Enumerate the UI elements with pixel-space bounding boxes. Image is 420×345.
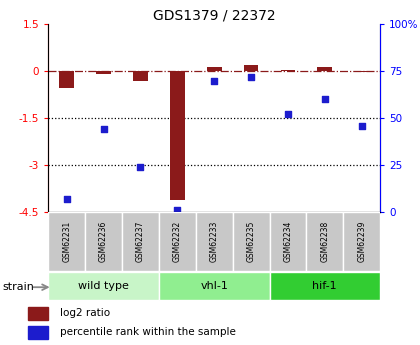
Text: GSM62231: GSM62231 bbox=[62, 221, 71, 262]
Text: wild type: wild type bbox=[78, 282, 129, 291]
Title: GDS1379 / 22372: GDS1379 / 22372 bbox=[153, 9, 276, 23]
Bar bbox=[159, 212, 196, 271]
Point bbox=[137, 164, 144, 170]
Text: vhl-1: vhl-1 bbox=[200, 282, 228, 291]
Bar bbox=[133, 71, 148, 80]
Text: GSM62235: GSM62235 bbox=[247, 221, 255, 262]
Point bbox=[63, 196, 70, 202]
Point bbox=[321, 97, 328, 102]
Point bbox=[100, 127, 107, 132]
Bar bbox=[159, 272, 270, 300]
Text: hif-1: hif-1 bbox=[312, 282, 337, 291]
Bar bbox=[48, 272, 159, 300]
Bar bbox=[207, 67, 222, 71]
Bar bbox=[170, 71, 185, 200]
Bar bbox=[343, 212, 380, 271]
Bar bbox=[318, 67, 332, 71]
Bar bbox=[270, 212, 306, 271]
Text: percentile rank within the sample: percentile rank within the sample bbox=[60, 327, 236, 337]
Text: GSM62238: GSM62238 bbox=[320, 221, 329, 262]
Bar bbox=[306, 212, 343, 271]
Bar bbox=[122, 212, 159, 271]
Bar bbox=[85, 212, 122, 271]
Bar bbox=[354, 71, 369, 72]
Text: GSM62233: GSM62233 bbox=[210, 221, 219, 262]
Bar bbox=[96, 71, 111, 74]
Bar bbox=[196, 212, 233, 271]
Text: GSM62232: GSM62232 bbox=[173, 221, 182, 262]
Text: GSM62234: GSM62234 bbox=[284, 221, 292, 262]
Bar bbox=[281, 70, 295, 71]
Bar bbox=[48, 212, 85, 271]
Bar bbox=[270, 272, 380, 300]
Bar bbox=[29, 307, 48, 319]
Point bbox=[174, 208, 181, 213]
Text: GSM62236: GSM62236 bbox=[99, 221, 108, 262]
Bar bbox=[244, 65, 258, 71]
Text: strain: strain bbox=[2, 283, 34, 292]
Point bbox=[211, 78, 218, 83]
Text: GSM62239: GSM62239 bbox=[357, 221, 366, 262]
Bar bbox=[59, 71, 74, 88]
Text: log2 ratio: log2 ratio bbox=[60, 308, 110, 318]
Bar bbox=[29, 326, 48, 338]
Point bbox=[248, 74, 255, 80]
Text: GSM62237: GSM62237 bbox=[136, 221, 145, 262]
Point bbox=[358, 123, 365, 128]
Bar bbox=[233, 212, 270, 271]
Point bbox=[285, 112, 291, 117]
